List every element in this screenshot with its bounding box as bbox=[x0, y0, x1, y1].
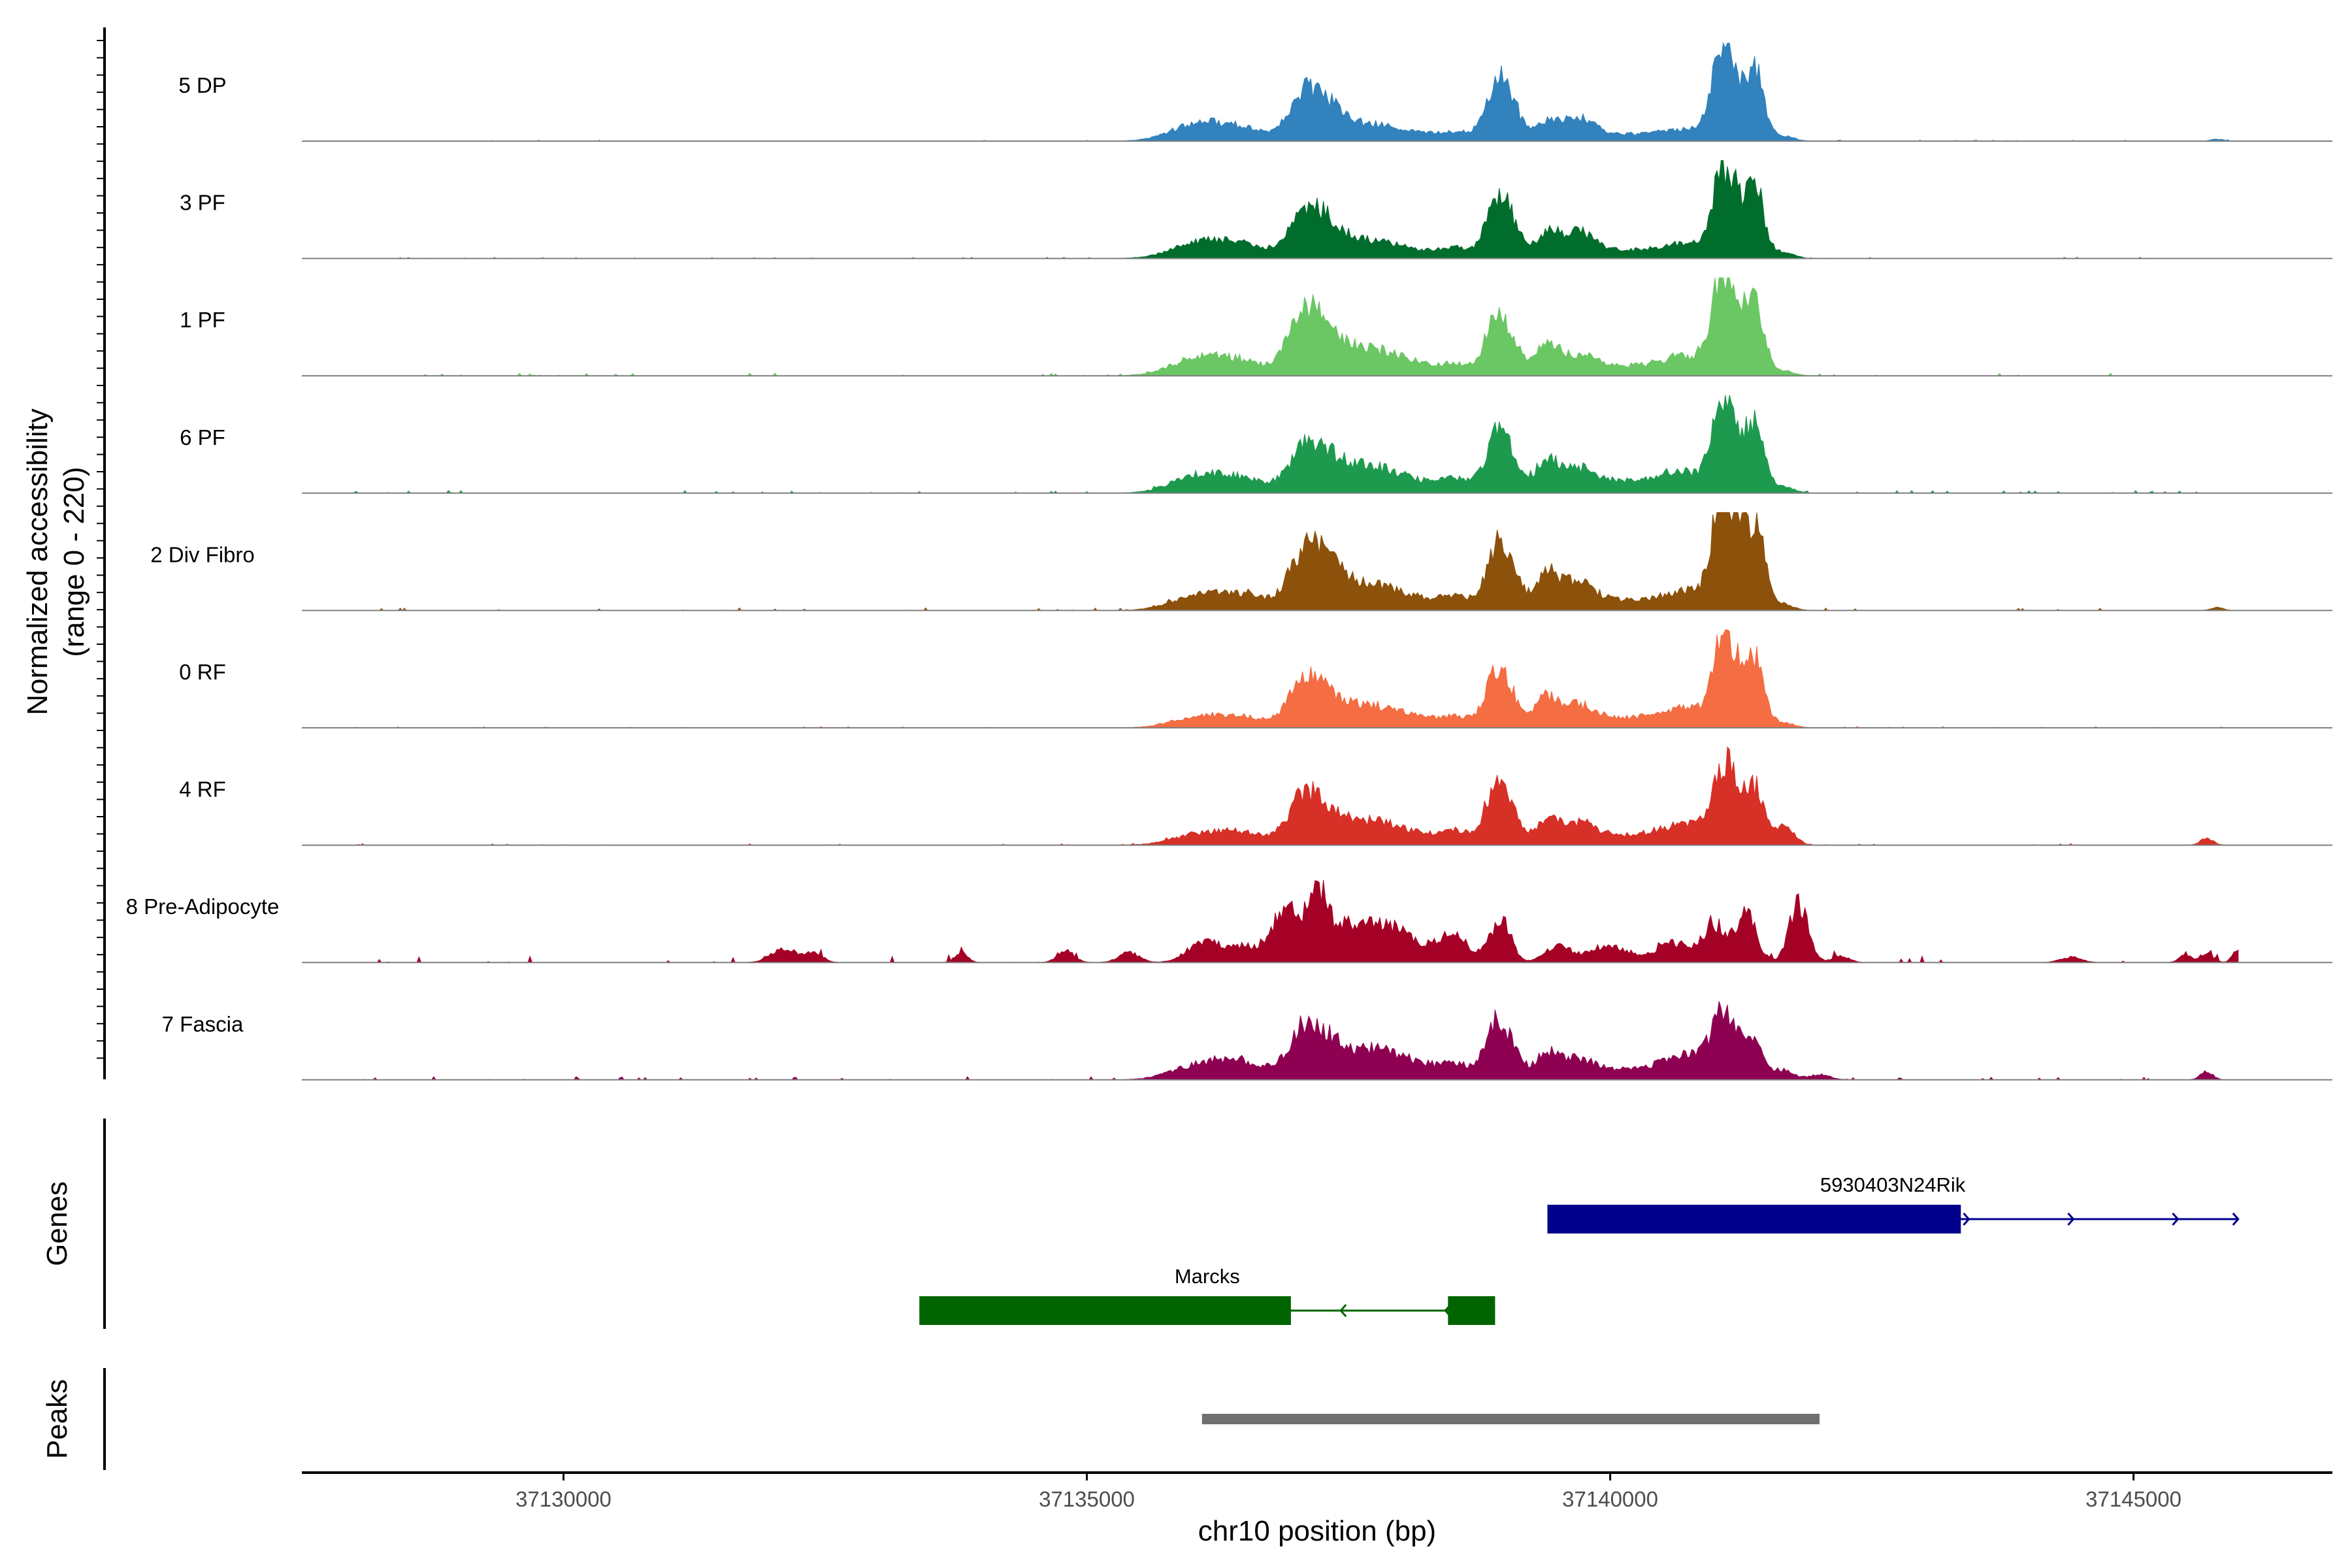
y-axis-subtitle: (range 0 - 220) bbox=[58, 466, 90, 657]
coverage-track: 4 RF bbox=[179, 746, 2332, 846]
x-tick-label: 37145000 bbox=[2085, 1487, 2181, 1511]
coverage-track: 8 Pre-Adipocyte bbox=[126, 879, 2332, 964]
gene-label: 5930403N24Rik bbox=[1820, 1173, 1966, 1196]
coverage-track: 3 PF bbox=[180, 160, 2332, 259]
coverage-track: 5 DP bbox=[178, 42, 2332, 142]
track-label: 0 RF bbox=[179, 660, 226, 684]
strand-arrow-icon bbox=[2232, 1213, 2240, 1226]
y-axis-title: Normalized accessibility bbox=[22, 408, 54, 715]
strand-arrow-icon bbox=[1963, 1213, 1970, 1226]
coverage-track: 1 PF bbox=[180, 277, 2332, 377]
strand-arrow-icon bbox=[2172, 1213, 2180, 1226]
gene: 5930403N24Rik bbox=[1547, 1173, 2240, 1233]
peaks-panel-title: Peaks bbox=[41, 1379, 73, 1459]
coverage-track: 6 PF bbox=[180, 395, 2332, 494]
coverage-track: 2 Div Fibro bbox=[150, 512, 2332, 612]
track-label: 4 RF bbox=[179, 777, 226, 802]
x-tick-label: 37140000 bbox=[1562, 1487, 1658, 1511]
track-label: 6 PF bbox=[180, 425, 225, 449]
gene-label: Marcks bbox=[1175, 1265, 1240, 1288]
genes-panel-title: Genes bbox=[41, 1181, 73, 1266]
gene: Marcks bbox=[919, 1265, 1495, 1325]
gene-exon bbox=[1448, 1296, 1495, 1325]
track-label: 5 DP bbox=[178, 73, 226, 97]
x-tick-label: 37130000 bbox=[515, 1487, 612, 1511]
gene-exon bbox=[1547, 1205, 1961, 1233]
peaks-panel bbox=[1201, 1414, 1820, 1424]
coverage-track: 0 RF bbox=[179, 629, 2332, 728]
strand-arrow-icon bbox=[2067, 1213, 2075, 1226]
x-axis-ticks: 37130000 37135000 37140000 37145000 bbox=[515, 1473, 2181, 1511]
x-tick-label: 37135000 bbox=[1039, 1487, 1135, 1511]
track-label: 8 Pre-Adipocyte bbox=[126, 894, 280, 919]
track-label: 7 Fascia bbox=[162, 1012, 244, 1036]
track-label: 2 Div Fibro bbox=[150, 542, 255, 566]
track-label: 3 PF bbox=[180, 191, 225, 215]
gene-exon bbox=[919, 1296, 1291, 1325]
track-label: 1 PF bbox=[180, 308, 225, 332]
coverage-axis-ticks bbox=[97, 40, 105, 1059]
strand-arrow-icon bbox=[1339, 1304, 1347, 1317]
coverage-tracks: 5 DP 3 PF 1 PF 6 PF 2 Div Fibro 0 RF 4 RF 8 Pre… bbox=[126, 42, 2332, 1081]
x-axis-label: chr10 position (bp) bbox=[1198, 1515, 1436, 1547]
genes-panel: 5930403N24Rik Marcks bbox=[919, 1173, 2240, 1325]
coverage-track: 7 Fascia bbox=[162, 1001, 2332, 1081]
strand-arrow-icon bbox=[1444, 1304, 1452, 1317]
peak-region bbox=[1201, 1414, 1820, 1424]
